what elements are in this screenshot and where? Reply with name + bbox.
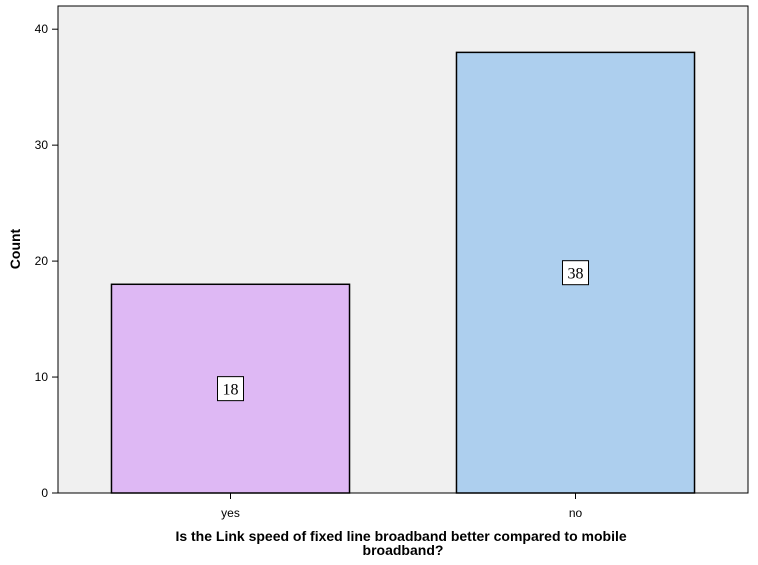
x-tick-label: yes — [221, 506, 240, 520]
data-label-box — [562, 260, 589, 286]
data-label-box — [217, 376, 244, 402]
x-axis-title-line-1: Is the Link speed of fixed line broadban… — [175, 528, 626, 544]
y-tick-label: 30 — [35, 138, 49, 152]
data-label: 18 — [223, 382, 239, 399]
y-tick-label: 0 — [41, 486, 48, 500]
y-tick-label: 20 — [35, 254, 49, 268]
x-axis: yes no — [221, 493, 582, 520]
y-tick-label: 40 — [35, 22, 49, 36]
x-axis-title: Is the Link speed of fixed line broadban… — [175, 528, 630, 558]
data-label: 38 — [568, 266, 584, 283]
y-tick-label: 10 — [35, 370, 49, 384]
y-axis-title: Count — [7, 228, 23, 269]
x-axis-title-line-2: broadband? — [363, 542, 444, 558]
x-tick-label: no — [569, 506, 583, 520]
y-axis: 0 10 20 30 40 — [35, 22, 58, 500]
